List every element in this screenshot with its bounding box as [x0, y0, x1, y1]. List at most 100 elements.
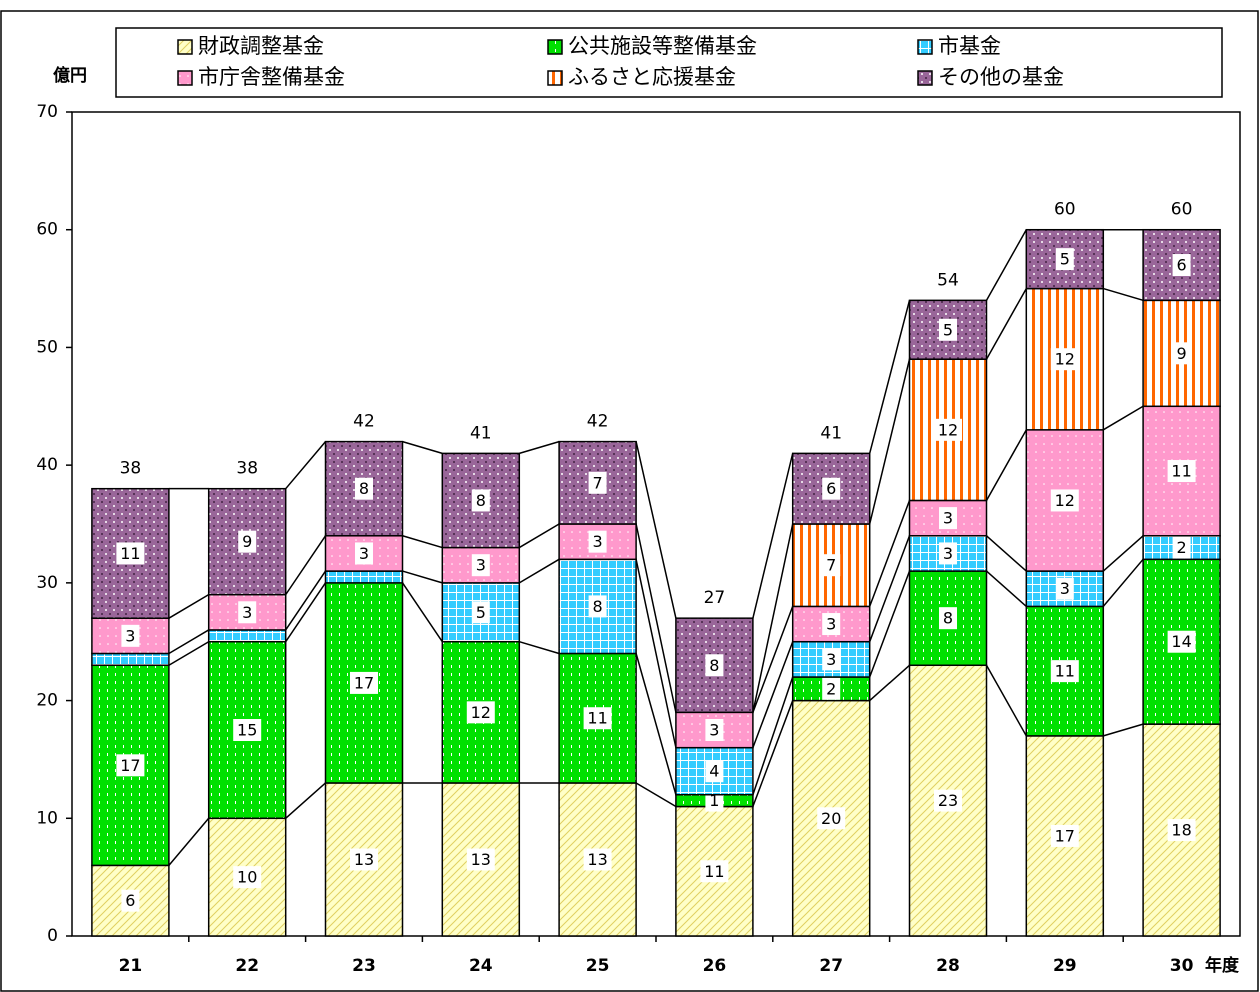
- data-label: 2: [1177, 538, 1187, 557]
- connector: [985, 229, 1027, 301]
- total-label: 41: [470, 423, 492, 443]
- legend-swatch: [917, 39, 933, 55]
- data-label-bg: [471, 601, 490, 624]
- x-tick-label: 22: [235, 956, 259, 976]
- x-tick-label: 24: [469, 956, 493, 976]
- connector: [285, 782, 326, 819]
- y-tick-label: 50: [36, 337, 58, 357]
- data-label-bg: [1172, 254, 1191, 277]
- connector: [868, 300, 911, 454]
- data-label-bg: [466, 701, 495, 724]
- data-label: 8: [943, 609, 953, 628]
- data-label: 3: [125, 626, 135, 645]
- data-label-bg: [822, 648, 841, 671]
- connector: [285, 535, 327, 596]
- data-label-bg: [471, 554, 490, 577]
- y-tick-label: 20: [36, 691, 58, 711]
- data-label: 4: [709, 762, 719, 781]
- data-label-bg: [583, 707, 612, 730]
- data-label-bg: [1172, 342, 1191, 365]
- data-label-bg: [705, 719, 724, 741]
- connector: [752, 453, 794, 619]
- data-label-bg: [355, 477, 373, 500]
- data-label-bg: [939, 318, 957, 341]
- connector: [402, 440, 443, 455]
- connector: [868, 570, 911, 678]
- data-label: 3: [826, 615, 836, 634]
- data-label-bg: [588, 471, 607, 494]
- data-label: 3: [943, 544, 953, 563]
- data-label: 7: [826, 556, 836, 575]
- x-axis-label: 年度: [1205, 955, 1240, 976]
- connector: [285, 441, 327, 490]
- data-label-bg: [588, 530, 607, 553]
- data-label: 6: [1177, 256, 1187, 275]
- connector: [869, 664, 910, 702]
- data-label: 8: [476, 491, 486, 510]
- data-label-bg: [934, 789, 962, 812]
- data-label: 3: [476, 556, 486, 575]
- legend-label: 市庁舎整備基金: [198, 65, 345, 89]
- x-tick-label: 21: [119, 956, 143, 976]
- connector: [168, 593, 210, 619]
- data-label-bg: [233, 719, 262, 741]
- legend-swatch: [547, 70, 563, 86]
- data-label: 3: [1060, 579, 1070, 598]
- x-tick-label: 23: [352, 956, 376, 976]
- data-label-bg: [1055, 577, 1074, 600]
- y-tick-label: 40: [36, 455, 58, 475]
- y-tick-label: 10: [36, 808, 58, 828]
- data-label: 11: [587, 709, 607, 728]
- data-label: 3: [826, 650, 836, 669]
- legend-box: [115, 27, 1223, 98]
- data-label-bg: [822, 613, 841, 636]
- legend-label: その他の基金: [938, 65, 1064, 89]
- connector: [168, 629, 210, 655]
- data-label-bg: [1050, 348, 1079, 371]
- data-label: 8: [709, 656, 719, 675]
- data-label: 3: [359, 544, 369, 563]
- bar-segment: [207, 629, 287, 643]
- connector: [868, 535, 911, 642]
- connector: [752, 676, 794, 795]
- legend-swatch: [547, 39, 563, 55]
- connector: [1103, 287, 1144, 302]
- y-axis-label: 億円: [53, 65, 87, 86]
- data-label-bg: [233, 866, 262, 889]
- data-label-bg: [1167, 460, 1196, 483]
- data-label: 9: [1177, 344, 1187, 363]
- data-label: 13: [471, 850, 491, 869]
- data-label: 3: [593, 532, 603, 551]
- y-tick-label: 60: [36, 220, 58, 240]
- data-label-bg: [939, 507, 957, 530]
- data-label-bg: [583, 848, 612, 871]
- bar-segment: [207, 593, 287, 631]
- total-label: 38: [120, 459, 142, 479]
- connector: [986, 570, 1027, 607]
- data-label: 8: [593, 597, 603, 616]
- data-label: 3: [242, 603, 252, 622]
- data-label-bg: [939, 542, 957, 565]
- connector: [752, 523, 794, 713]
- data-label-bg: [116, 542, 145, 565]
- data-label: 18: [1171, 821, 1191, 840]
- total-label: 60: [1171, 200, 1193, 220]
- x-tick-label: 28: [936, 956, 960, 976]
- data-label: 11: [1055, 662, 1075, 681]
- connector: [519, 440, 560, 455]
- legend-label: 財政調整基金: [198, 34, 324, 58]
- data-label-bg: [350, 671, 378, 694]
- x-tick-label: 30: [1170, 956, 1194, 976]
- data-label: 5: [943, 320, 953, 339]
- connector: [752, 700, 794, 807]
- connector: [518, 523, 560, 549]
- bar-segment: [91, 652, 170, 667]
- data-label: 12: [1055, 350, 1075, 369]
- data-label: 15: [237, 721, 257, 740]
- data-label: 13: [354, 850, 374, 869]
- bar-segment: [675, 805, 754, 937]
- data-label: 6: [826, 479, 836, 498]
- legend-label: 市基金: [938, 34, 1001, 58]
- connector: [519, 640, 560, 655]
- data-label: 20: [821, 809, 841, 828]
